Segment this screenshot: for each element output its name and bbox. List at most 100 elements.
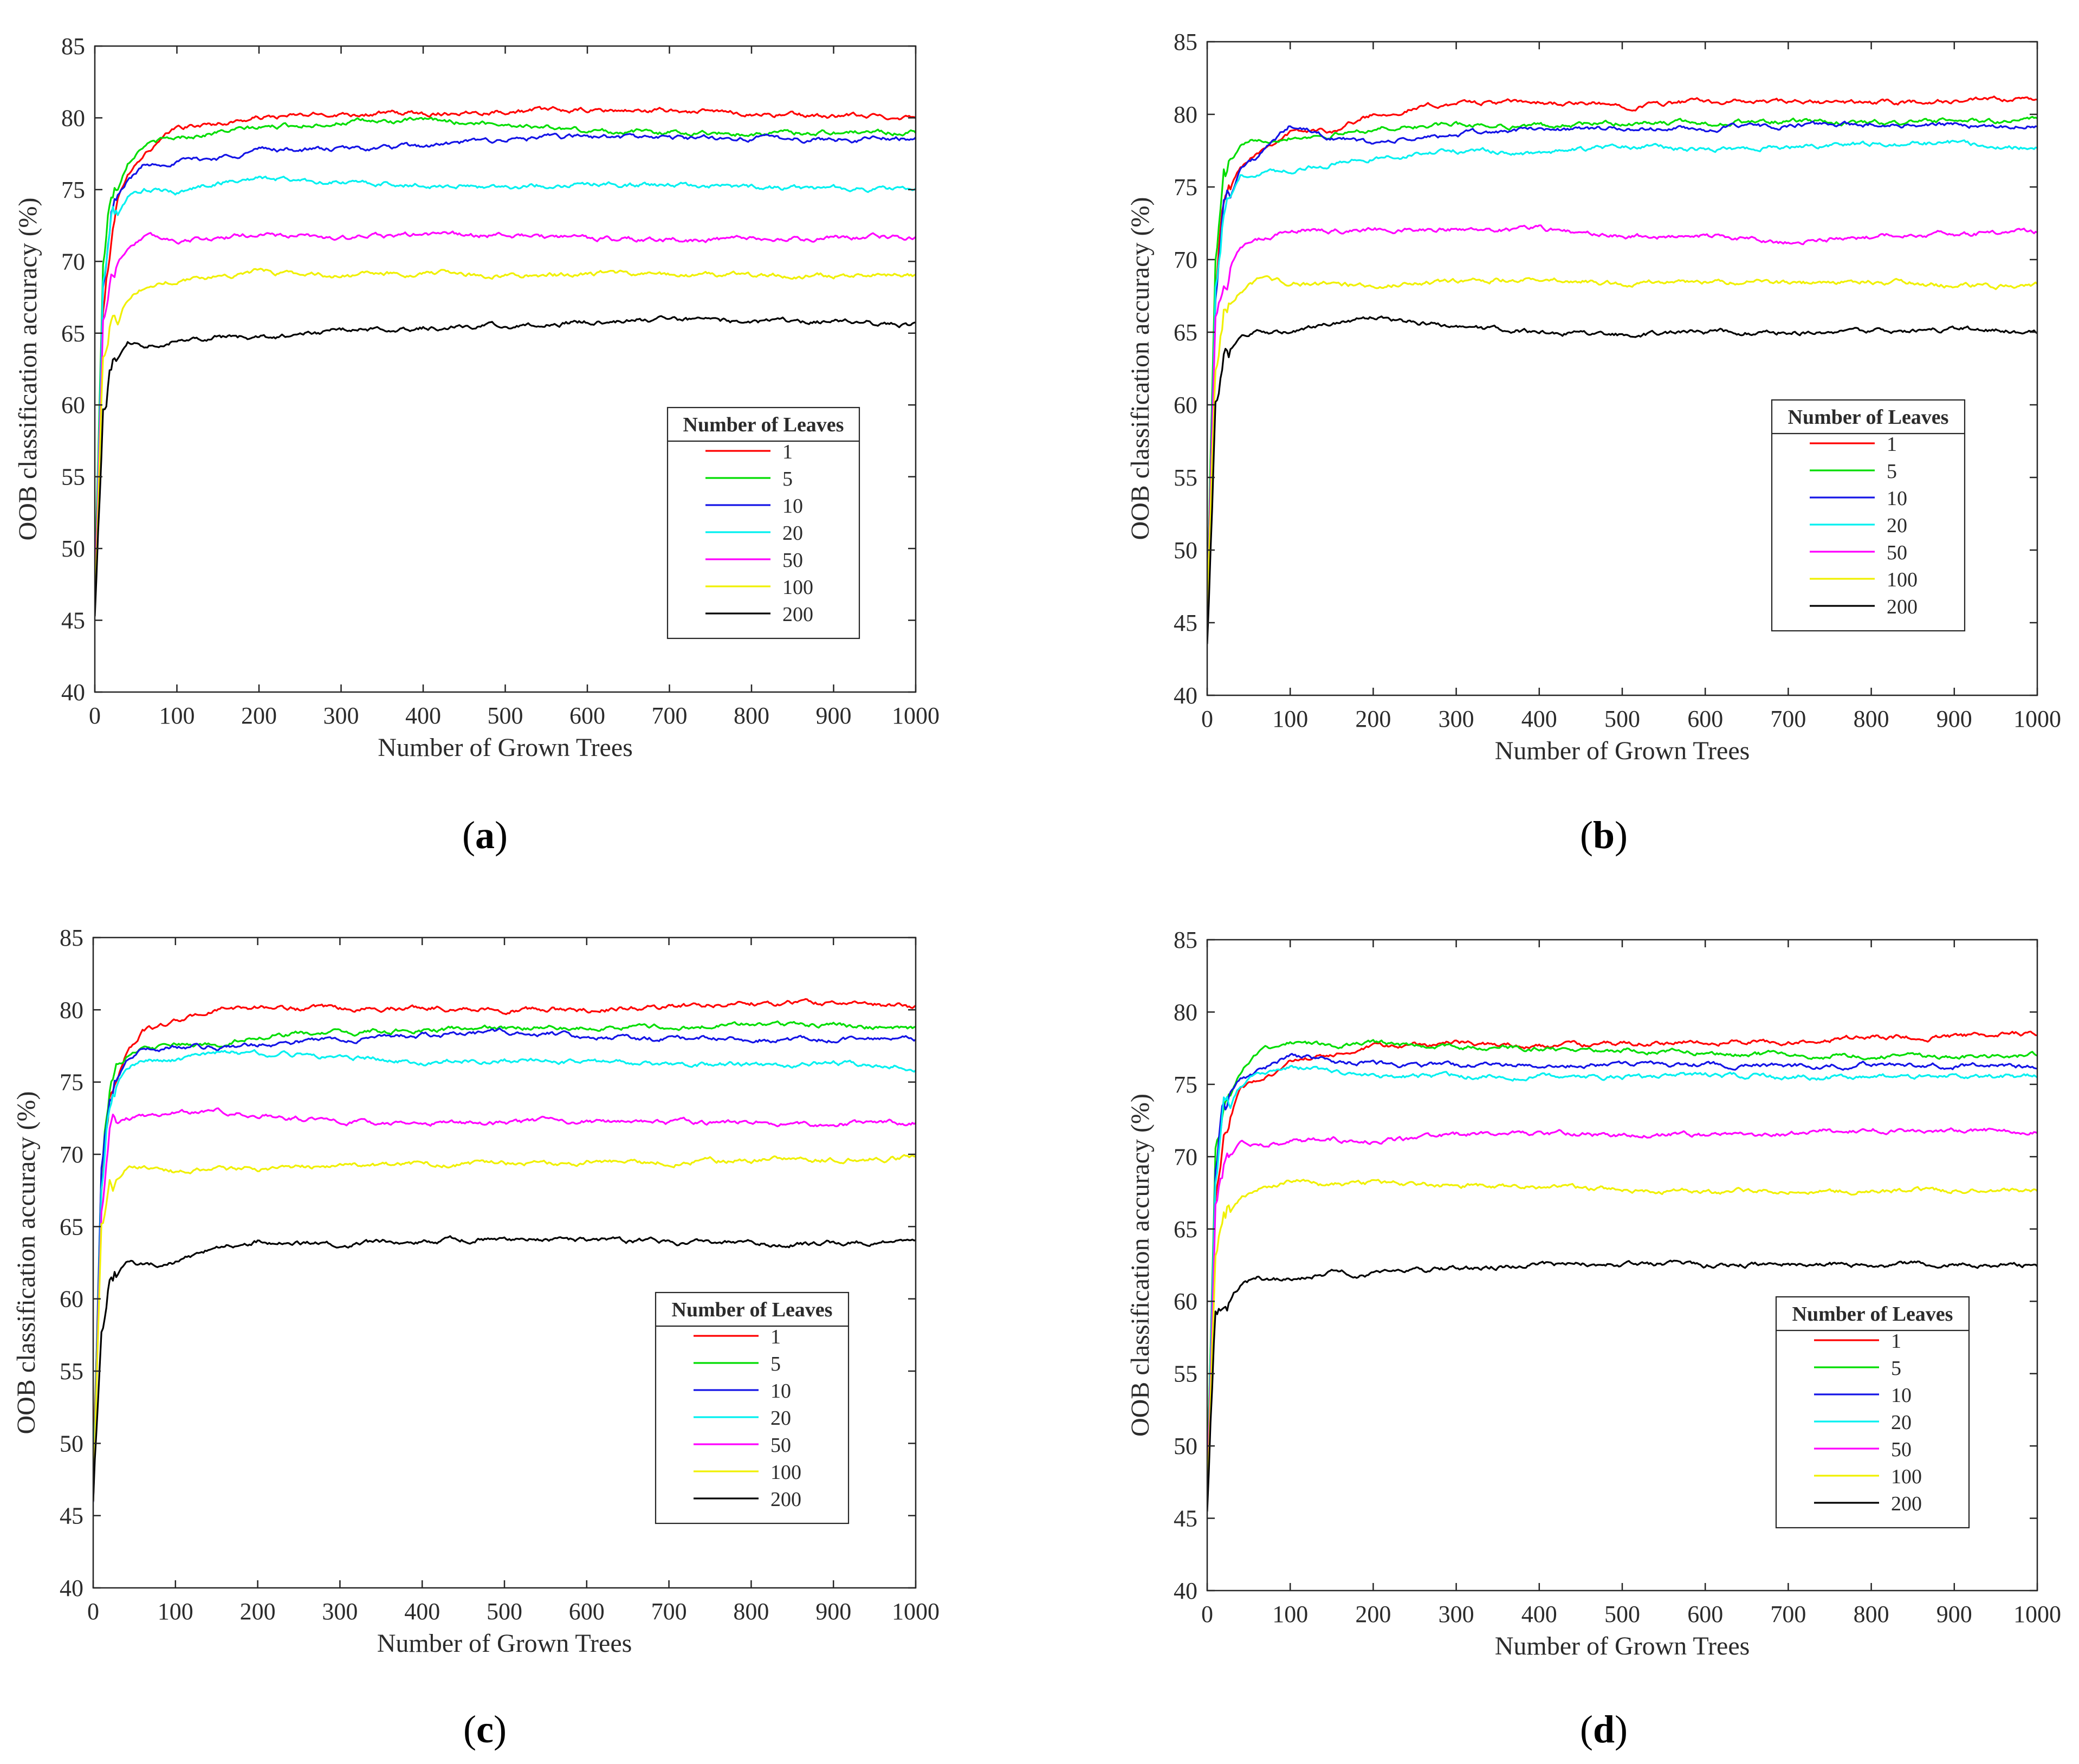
y-tick-label: 85 <box>1174 29 1197 55</box>
series-line-200 <box>95 315 916 617</box>
series-line-200 <box>1207 1259 2037 1512</box>
y-tick-label: 60 <box>1174 392 1197 418</box>
panel-caption: (b) <box>1580 813 1628 857</box>
x-tick-label: 700 <box>652 702 688 729</box>
legend-entry-10: 10 <box>782 495 803 518</box>
x-tick-label: 700 <box>1770 706 1806 732</box>
series-line-200 <box>93 1235 916 1502</box>
series-line-10 <box>95 133 916 603</box>
x-tick-label: 500 <box>1604 706 1640 732</box>
x-tick-label: 400 <box>405 702 441 729</box>
legend-entry-10: 10 <box>1891 1384 1912 1407</box>
y-axis-label: OOB classification accuracy (%) <box>1126 197 1155 540</box>
chart-panel-b: 0 100 200 300 400 500 600 700 800 900 100040455055… <box>1126 29 2061 857</box>
legend-entry-5: 5 <box>770 1353 781 1375</box>
series-line-20 <box>1207 139 2037 616</box>
y-tick-label: 80 <box>61 105 85 131</box>
legend-entry-20: 20 <box>782 522 803 545</box>
y-tick-label: 40 <box>61 679 85 706</box>
x-tick-label: 600 <box>1687 706 1723 732</box>
y-tick-label: 65 <box>61 320 85 347</box>
series-line-1 <box>95 106 916 575</box>
legend-entry-1: 1 <box>1887 433 1897 456</box>
legend-entry-100: 100 <box>1891 1465 1922 1488</box>
x-tick-label: 100 <box>159 702 195 729</box>
x-tick-label: 500 <box>488 702 523 729</box>
legend-entry-1: 1 <box>1891 1330 1901 1353</box>
panel-caption: (a) <box>462 813 508 857</box>
x-tick-label: 900 <box>1936 1601 1972 1627</box>
panel-caption-letter: d <box>1593 1708 1615 1751</box>
x-tick-label: 0 <box>1201 706 1213 732</box>
x-tick-label: 800 <box>734 702 769 729</box>
y-tick-label: 80 <box>1174 999 1197 1025</box>
legend-box <box>1775 1296 1970 1529</box>
legend-entry-50: 50 <box>1887 541 1907 564</box>
x-tick-label: 300 <box>322 1598 358 1625</box>
x-tick-label: 1000 <box>892 1598 940 1625</box>
legend-entry-200: 200 <box>1887 596 1918 618</box>
y-tick-label: 40 <box>60 1575 83 1601</box>
y-tick-label: 50 <box>61 535 85 562</box>
y-tick-label: 80 <box>1174 101 1197 128</box>
series-line-5 <box>1207 1039 2037 1484</box>
y-tick-label: 75 <box>60 1069 83 1096</box>
legend-title: Number of Leaves <box>1788 406 1949 429</box>
series-line-50 <box>1207 1127 2037 1498</box>
y-tick-label: 60 <box>60 1286 83 1313</box>
x-tick-label: 200 <box>240 1598 276 1625</box>
series-group <box>1207 95 2037 644</box>
x-tick-label: 600 <box>1687 1601 1723 1627</box>
legend-box <box>1771 399 1966 632</box>
x-tick-label: 200 <box>241 702 277 729</box>
series-line-200 <box>1207 315 2037 644</box>
y-tick-label: 55 <box>60 1358 83 1385</box>
legend-entry-20: 20 <box>1891 1411 1912 1434</box>
y-tick-label: 45 <box>60 1503 83 1529</box>
series-line-10 <box>1207 120 2037 616</box>
x-tick-label: 400 <box>404 1598 440 1625</box>
panel-caption-open: ( <box>1580 813 1593 857</box>
y-axis-label: OOB classification accuracy (%) <box>12 1091 41 1434</box>
y-tick-label: 55 <box>1174 1361 1197 1387</box>
legend-entry-5: 5 <box>1891 1357 1901 1380</box>
legend-entry-5: 5 <box>1887 460 1897 483</box>
panel-caption-open: ( <box>462 813 475 857</box>
y-tick-label: 70 <box>61 248 85 275</box>
x-tick-label: 700 <box>651 1598 687 1625</box>
y-tick-label: 55 <box>61 464 85 490</box>
legend-entry-10: 10 <box>770 1380 791 1403</box>
legend-entry-50: 50 <box>1891 1438 1912 1461</box>
series-line-1 <box>93 998 916 1474</box>
series-group <box>1207 1030 2037 1512</box>
legend-entry-100: 100 <box>1887 568 1918 591</box>
series-line-1 <box>1207 1030 2037 1470</box>
y-tick-label: 75 <box>1174 174 1197 201</box>
chart-panel-a: 0 100 200 300 400 500 600 700 800 900 100040455055… <box>14 33 940 857</box>
legend-entry-10: 10 <box>1887 487 1907 510</box>
x-tick-label: 500 <box>487 1598 522 1625</box>
legend-entry-50: 50 <box>782 549 803 572</box>
legend: Number of Leaves 1 5 10 20 50 100 200 <box>1771 399 1966 632</box>
series-group <box>95 106 916 617</box>
panel-caption-close: ) <box>1615 813 1628 857</box>
y-tick-label: 85 <box>60 925 83 951</box>
panel-caption: (c) <box>463 1708 507 1751</box>
y-tick-label: 85 <box>1174 927 1197 953</box>
series-line-50 <box>93 1107 916 1502</box>
x-tick-label: 200 <box>1355 706 1391 732</box>
x-tick-label: 300 <box>1439 1601 1474 1627</box>
x-tick-label: 0 <box>1201 1601 1213 1627</box>
legend-entry-20: 20 <box>770 1407 791 1430</box>
x-tick-label: 0 <box>89 702 101 729</box>
y-tick-label: 75 <box>1174 1071 1197 1098</box>
series-line-5 <box>1207 115 2037 602</box>
series-line-100 <box>95 268 916 603</box>
x-tick-label: 1000 <box>2013 706 2061 732</box>
x-tick-label: 900 <box>816 702 852 729</box>
x-tick-label: 400 <box>1521 1601 1557 1627</box>
y-axis-label: OOB classification accuracy (%) <box>1126 1094 1155 1437</box>
y-tick-label: 60 <box>61 392 85 418</box>
legend-entry-200: 200 <box>782 603 813 626</box>
